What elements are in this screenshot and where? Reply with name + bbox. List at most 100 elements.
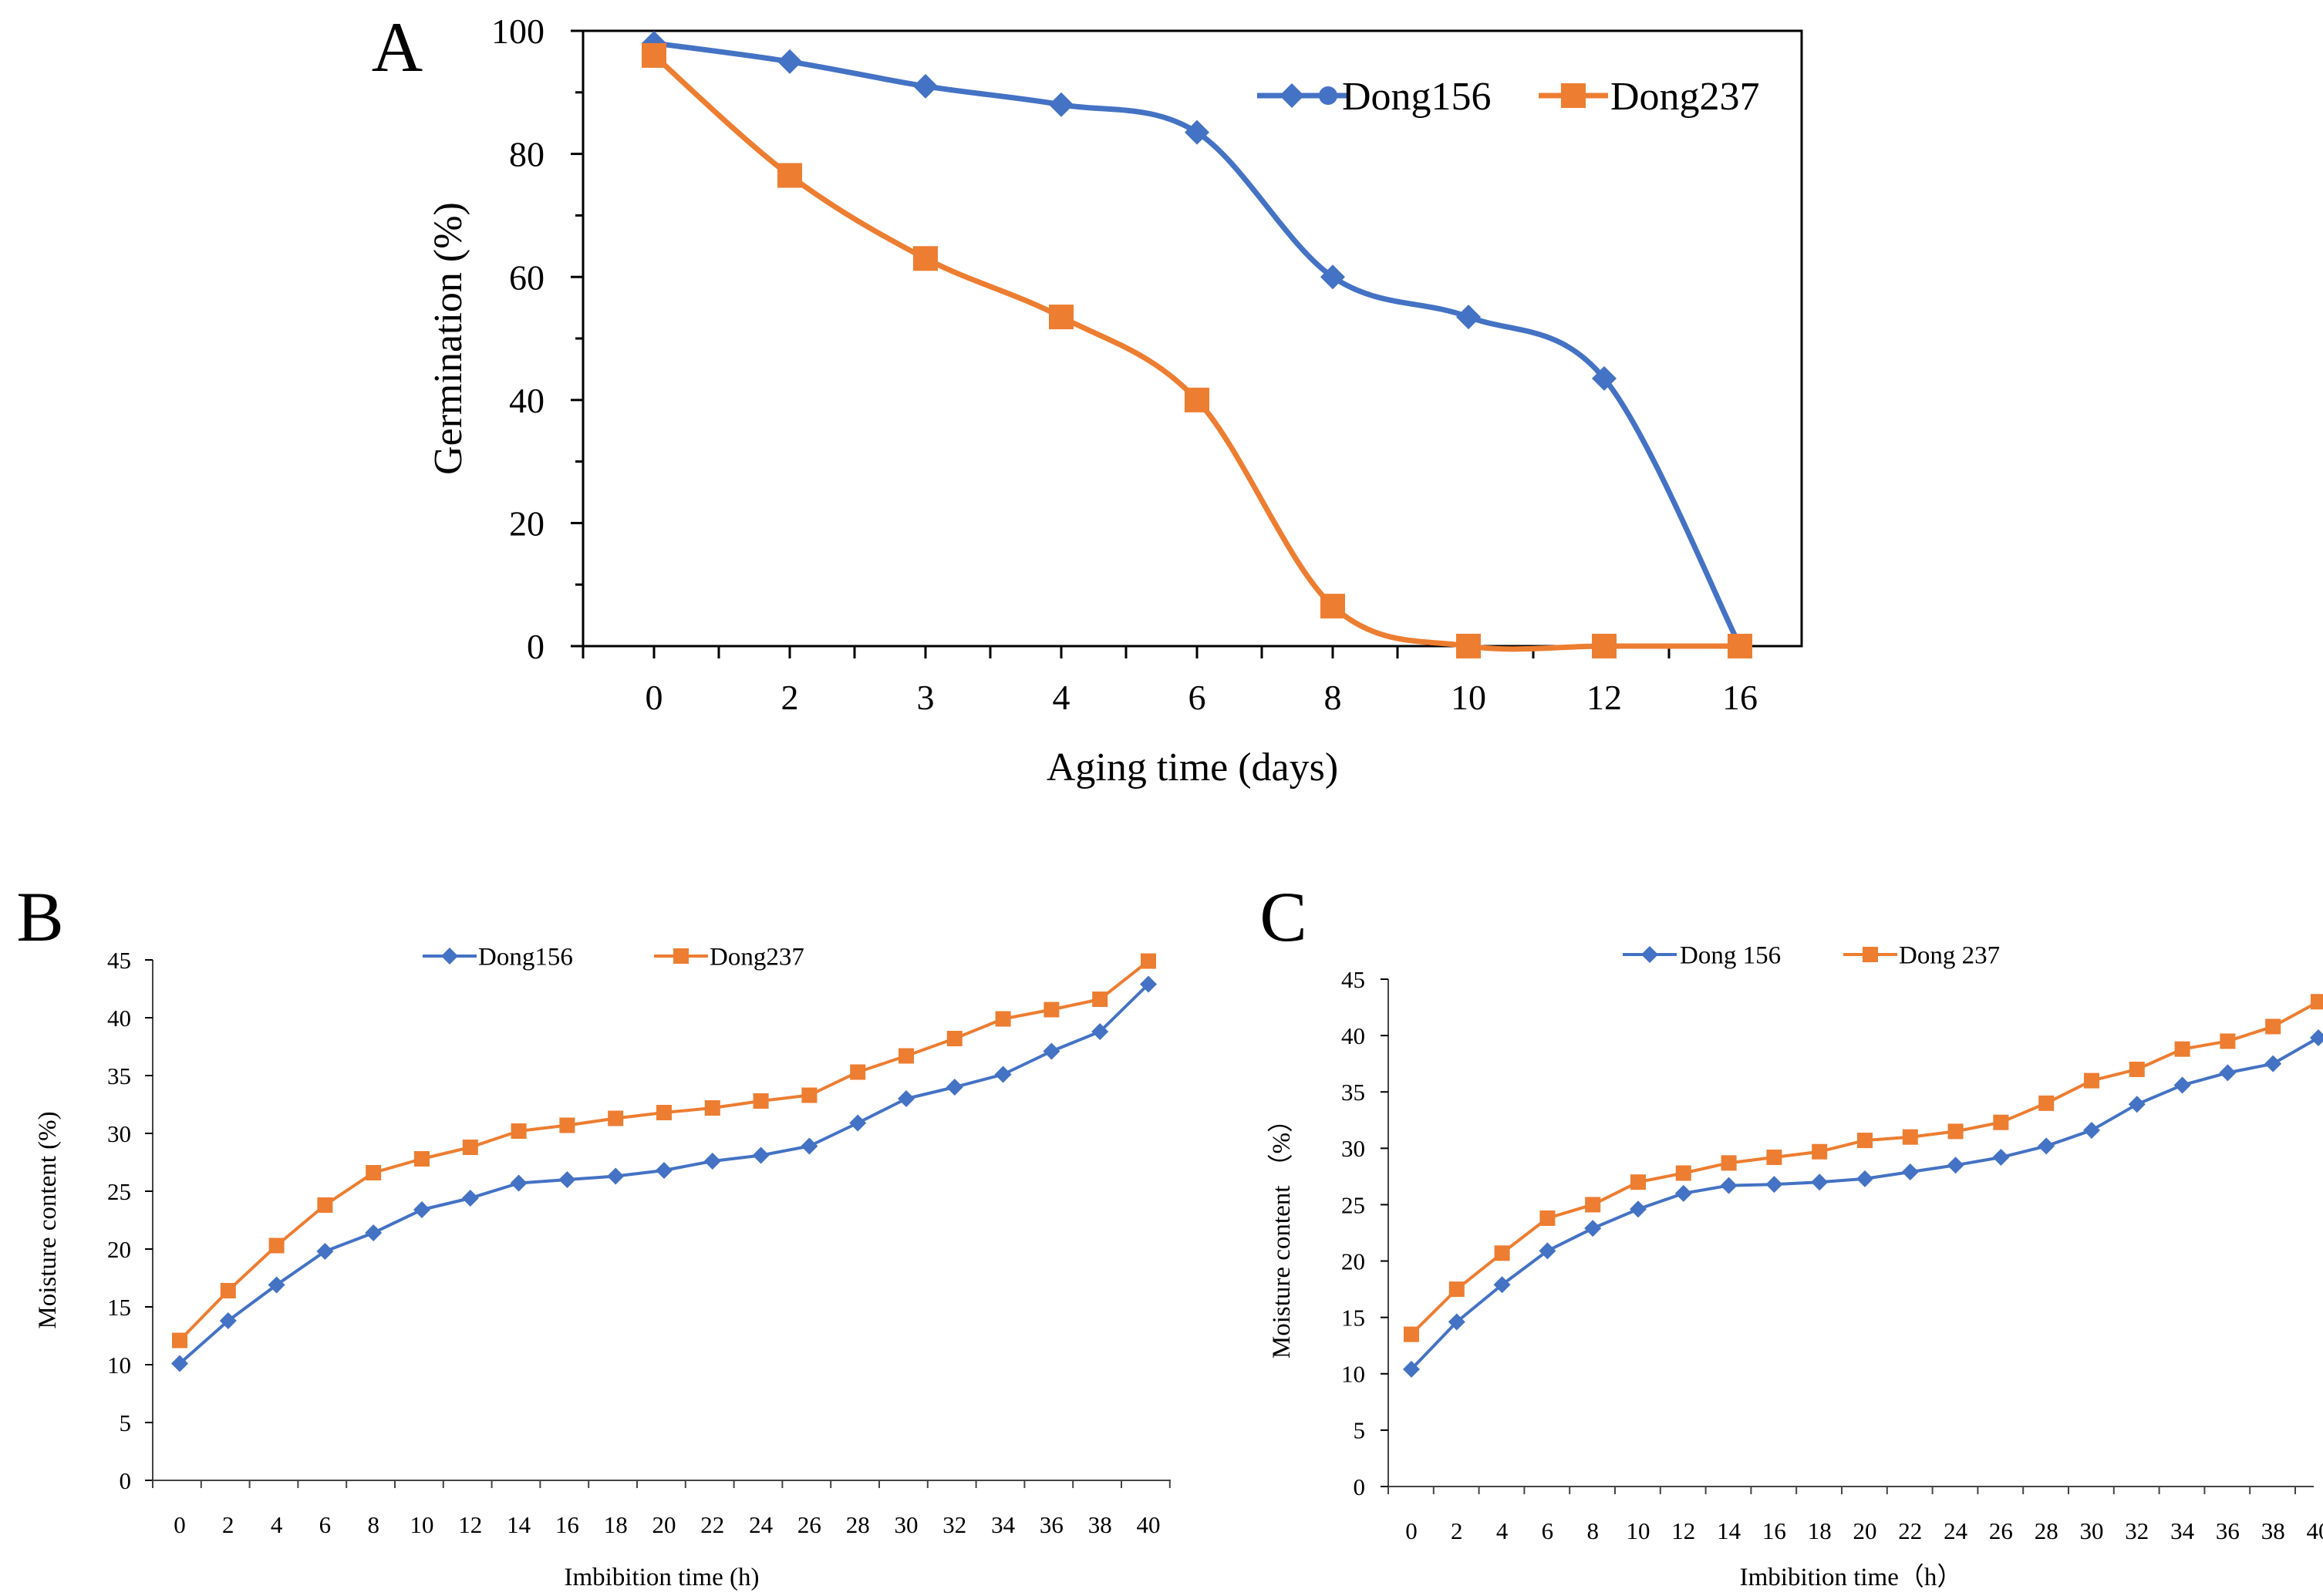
- diamond-marker: [268, 1276, 285, 1294]
- square-marker: [753, 1093, 769, 1109]
- square-marker: [995, 1011, 1011, 1027]
- diamond-marker: [656, 1162, 673, 1179]
- x-tick-label: 28: [846, 1511, 870, 1538]
- x-tick-label: 16: [555, 1511, 579, 1538]
- x-tick-label: 0: [646, 678, 663, 717]
- x-tick-label: 12: [1671, 1517, 1695, 1544]
- square-marker: [1857, 1133, 1873, 1149]
- y-tick-label: 0: [120, 1467, 132, 1494]
- diamond-marker: [2310, 1029, 2323, 1047]
- y-tick-label: 25: [1341, 1191, 1365, 1218]
- diamond-marker: [1720, 1177, 1738, 1194]
- x-axis-title: Imbibition time (h): [565, 1564, 760, 1591]
- diamond-marker: [510, 1174, 528, 1192]
- square-marker: [1947, 1123, 1964, 1140]
- x-tick-label: 14: [1717, 1517, 1741, 1544]
- square-marker: [946, 1031, 963, 1046]
- square-marker: [1993, 1114, 2009, 1130]
- series-dong-156: Dong 156: [1403, 942, 2323, 1378]
- square-marker: [1766, 1150, 1782, 1166]
- diamond-marker: [1901, 1163, 1919, 1181]
- diamond-marker: [1091, 1023, 1109, 1040]
- legend-diamond-marker: [1280, 83, 1304, 108]
- y-axis-title: Moisture content (%): [34, 1111, 62, 1328]
- x-axis-title: Imbibition time（h）: [1740, 1564, 1963, 1591]
- diamond-marker: [316, 1243, 334, 1260]
- x-tick-label: 26: [1989, 1517, 2013, 1544]
- legend-marker: [441, 948, 458, 965]
- y-tick-label: 25: [107, 1178, 131, 1205]
- y-tick-label: 5: [1354, 1417, 1366, 1444]
- x-tick-label: 4: [1496, 1517, 1509, 1544]
- square-marker: [642, 42, 666, 68]
- x-tick-label: 8: [367, 1511, 379, 1538]
- diamond-marker: [898, 1090, 915, 1107]
- legend-label: Dong 156: [1680, 942, 1781, 970]
- square-marker: [1456, 634, 1481, 658]
- x-tick-label: 32: [942, 1511, 966, 1538]
- diamond-marker: [1539, 1242, 1556, 1260]
- x-tick-label: 10: [410, 1511, 434, 1538]
- x-tick-label: 2: [781, 678, 799, 717]
- series-dong156: Dong156: [642, 30, 1752, 658]
- x-tick-label: 8: [1586, 1517, 1599, 1544]
- diamond-marker: [365, 1224, 383, 1241]
- x-tick-label: 22: [1898, 1517, 1922, 1544]
- y-tick-label: 45: [107, 947, 131, 974]
- series-dong237: Dong237: [172, 944, 1156, 1349]
- x-tick-label: 34: [2170, 1517, 2195, 1544]
- y-tick-label: 40: [107, 1005, 131, 1032]
- square-marker: [777, 163, 802, 188]
- square-marker: [2220, 1033, 2236, 1049]
- diamond-marker: [703, 1153, 721, 1170]
- y-tick-label: 60: [509, 258, 545, 297]
- diamond-marker: [1811, 1173, 1829, 1191]
- diamond-marker: [607, 1167, 625, 1185]
- y-axis-title: Germination (%): [427, 202, 470, 475]
- square-marker: [1404, 1326, 1419, 1342]
- diamond-marker: [1674, 1184, 1692, 1202]
- diamond-marker: [171, 1355, 188, 1372]
- diamond-marker: [1856, 1170, 1873, 1187]
- x-tick-label: 40: [2307, 1517, 2323, 1544]
- square-marker: [511, 1123, 527, 1139]
- y-tick-label: 30: [1341, 1135, 1365, 1162]
- square-marker: [704, 1100, 720, 1116]
- square-marker: [1141, 953, 1156, 969]
- x-tick-label: 6: [319, 1511, 332, 1538]
- square-marker: [801, 1087, 818, 1103]
- diamond-marker: [413, 1201, 430, 1218]
- legend-marker: [673, 948, 689, 964]
- y-tick-label: 20: [107, 1236, 131, 1263]
- x-tick-label: 8: [1324, 678, 1342, 717]
- x-tick-label: 18: [604, 1511, 628, 1538]
- square-marker: [1585, 1197, 1601, 1213]
- square-marker: [1185, 387, 1209, 412]
- y-tick-label: 100: [491, 12, 545, 51]
- square-marker: [1494, 1245, 1510, 1261]
- x-tick-label: 24: [1944, 1517, 1968, 1544]
- y-tick-label: 20: [509, 504, 545, 544]
- diamond-marker: [801, 1137, 818, 1155]
- square-marker: [1539, 1210, 1556, 1226]
- diamond-marker: [1043, 1042, 1060, 1060]
- legend-circle-marker: [1319, 86, 1337, 105]
- y-tick-label: 30: [107, 1120, 131, 1147]
- diamond-marker: [994, 1066, 1012, 1083]
- square-marker: [2038, 1095, 2055, 1111]
- square-marker: [268, 1237, 285, 1254]
- x-tick-label: 32: [2125, 1517, 2149, 1544]
- diamond-marker: [752, 1146, 770, 1164]
- diamond-marker: [1185, 120, 1209, 145]
- series-dong-237: Dong 237: [1404, 942, 2323, 1342]
- y-axis-title: Moisture content （%）: [1268, 1107, 1296, 1359]
- diamond-marker: [2083, 1121, 2100, 1139]
- x-tick-label: 6: [1542, 1517, 1554, 1544]
- diamond-marker: [219, 1312, 237, 1329]
- x-tick-label: 30: [2080, 1517, 2104, 1544]
- x-tick-label: 38: [2261, 1517, 2285, 1544]
- diamond-marker: [2038, 1137, 2055, 1155]
- diamond-marker: [1140, 975, 1157, 993]
- x-tick-label: 2: [1451, 1517, 1463, 1544]
- x-tick-label: 34: [991, 1511, 1016, 1538]
